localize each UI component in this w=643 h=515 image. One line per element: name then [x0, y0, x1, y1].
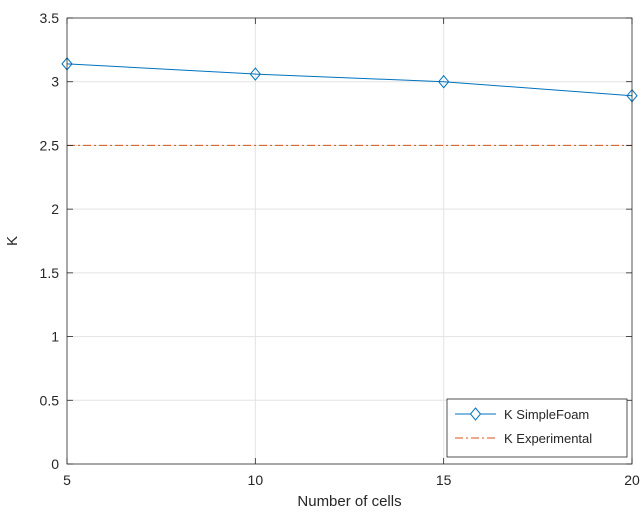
x-tick-label: 20: [624, 472, 640, 488]
legend: K SimpleFoam K Experimental: [446, 398, 628, 458]
y-tick-label: 0.5: [40, 392, 60, 408]
plot-area: [67, 18, 632, 464]
axis-ticks: 5 10 15 20 0 0.5 1 1.5 2 2.5 3 3.5: [40, 10, 640, 488]
data-point-diamond: [249, 67, 261, 81]
y-tick-label: 0: [51, 456, 59, 472]
y-tick-label: 2.5: [40, 137, 60, 153]
y-tick-label: 1.5: [40, 265, 60, 281]
y-tick-label: 3.5: [40, 10, 60, 26]
x-axis-label: Number of cells: [297, 493, 401, 510]
x-tick-label: 10: [248, 472, 264, 488]
legend-box: [446, 398, 628, 458]
y-tick-label: 3: [51, 74, 59, 90]
y-tick-label: 2: [51, 201, 59, 217]
y-tick-label: 1: [51, 329, 59, 345]
legend-marker-diamond: [469, 407, 482, 421]
y-axis-label: K: [4, 236, 21, 246]
series-line-0: [66, 63, 633, 97]
x-tick-label: 15: [436, 472, 452, 488]
x-tick-label: 5: [63, 472, 71, 488]
legend-label-simplefoam: K SimpleFoam: [504, 407, 589, 422]
data-point-diamond: [438, 74, 450, 89]
plot-frame: [66, 17, 633, 465]
legend-label-experimental: K Experimental: [504, 431, 592, 446]
